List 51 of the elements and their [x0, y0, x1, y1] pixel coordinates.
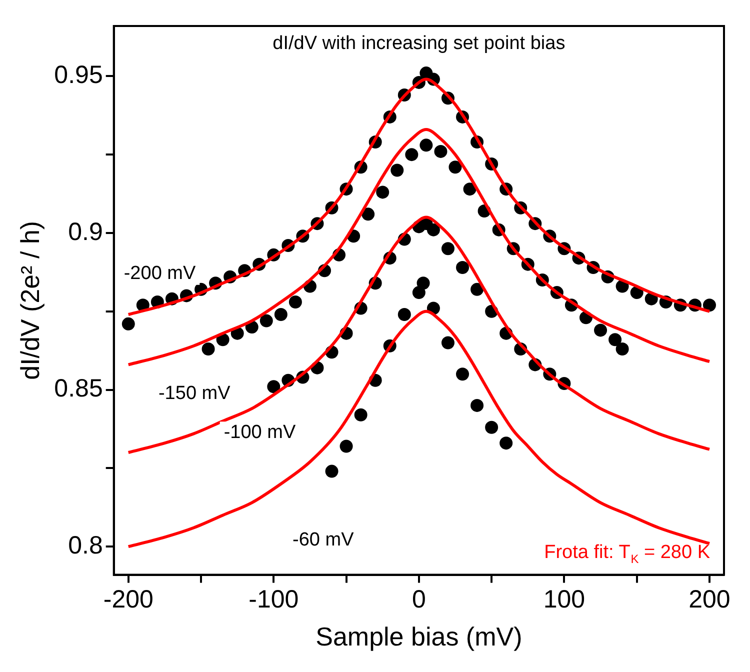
point	[202, 342, 215, 356]
x-axis-title: Sample bias (mV)	[316, 622, 522, 652]
point	[412, 286, 426, 300]
point	[448, 160, 462, 174]
point	[416, 276, 430, 290]
point	[354, 408, 368, 422]
point	[420, 138, 433, 152]
series-label: -200 mV	[124, 263, 196, 284]
point	[485, 420, 498, 434]
point	[594, 324, 608, 337]
point	[288, 295, 302, 308]
line-series	[126, 128, 711, 366]
point	[616, 342, 629, 356]
series-label: -100 mV	[224, 422, 296, 443]
point	[434, 144, 448, 158]
point	[441, 242, 454, 256]
y-tick-label: 0.8	[68, 531, 103, 560]
point	[274, 308, 288, 322]
point	[441, 336, 454, 350]
point	[398, 308, 411, 322]
point	[122, 317, 135, 330]
text: -60 mV	[292, 530, 354, 551]
x-tick-label: 100	[543, 586, 586, 614]
point	[500, 436, 513, 450]
point	[390, 164, 404, 177]
chart-title: dI/dV with increasing set point bias	[272, 33, 566, 54]
point	[405, 148, 418, 162]
point	[426, 223, 440, 236]
series-label: -150 mV	[158, 383, 231, 404]
point	[260, 314, 273, 328]
point	[267, 380, 280, 394]
y-tick-label: 0.85	[54, 374, 103, 403]
point	[456, 260, 470, 274]
y-tick-label: 0.9	[68, 218, 103, 246]
point	[702, 298, 716, 312]
line-series	[126, 216, 711, 454]
y-axis-title: dI/dV (2e² / h)	[14, 220, 45, 380]
point	[470, 398, 484, 412]
y-tick-label: 0.95	[54, 61, 103, 90]
point	[376, 186, 390, 199]
point	[608, 333, 622, 346]
point	[325, 464, 338, 478]
point	[470, 282, 484, 296]
point	[362, 208, 375, 221]
point	[463, 182, 476, 196]
x-tick-label: -100	[248, 586, 299, 614]
x-tick-label: -200	[103, 586, 154, 614]
point	[340, 440, 353, 453]
x-tick-label: 0	[412, 586, 426, 614]
x-tick-label: 200	[688, 586, 730, 614]
point	[456, 368, 470, 381]
